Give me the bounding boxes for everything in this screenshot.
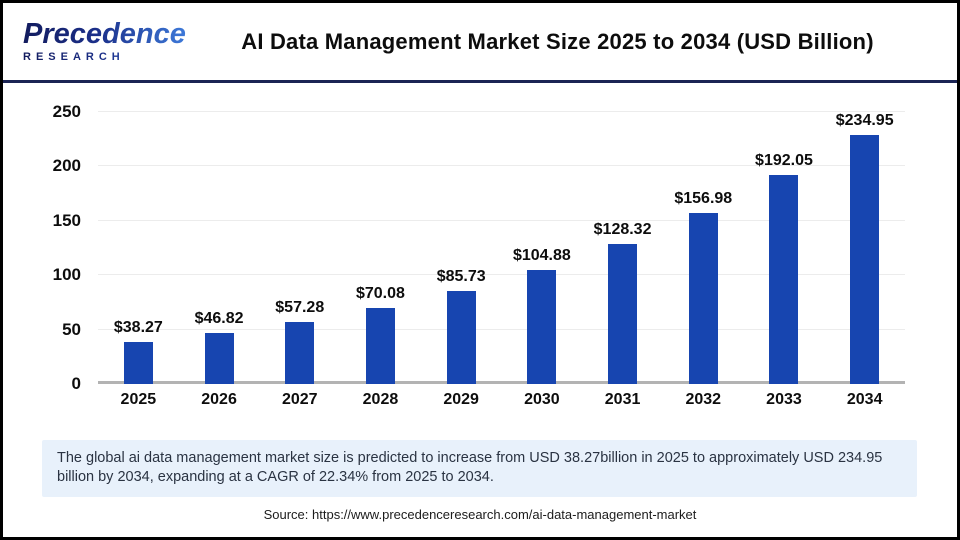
bar-slot-2031: $128.32: [582, 112, 663, 384]
plot-area: $38.27 $46.82 $57.28 $70.08 $85.73 $104.88 $12…: [53, 102, 905, 393]
bar-value-label-2026: $46.82: [194, 310, 244, 328]
chart-title: AI Data Management Market Size 2025 to 2…: [241, 28, 874, 54]
x-axis-label-2030: 2030: [524, 391, 560, 408]
x-axis-label-2031: 2031: [604, 391, 641, 408]
bar-slot-2028: $70.08: [340, 112, 421, 384]
y-axis-tick-150: 150: [52, 210, 81, 230]
x-axis-label-2028: 2028: [362, 391, 399, 408]
header: Precedence RESEARCH AI Data Management M…: [3, 3, 957, 83]
bar-value-label-2033: $192.05: [755, 152, 813, 170]
bar-2029: [446, 290, 476, 384]
x-axis-label-2025: 2025: [120, 391, 157, 408]
gridline-100: [98, 274, 905, 276]
bar-slot-2025: $38.27: [98, 112, 179, 384]
bar-2030: [527, 269, 557, 384]
x-axis-label-2027: 2027: [281, 391, 318, 408]
bar-2031: [608, 244, 638, 384]
bar-slot-2026: $46.82: [179, 112, 260, 384]
bar-value-label-2028: $70.08: [355, 284, 405, 302]
bar-value-label-2025: $38.27: [113, 319, 163, 337]
bar-2032: [688, 213, 718, 384]
x-axis-labels: 2025 2026 2027 2028 2029 2030 2031 2032 2033 2034: [98, 391, 905, 409]
bar-chart: $38.27 $46.82 $57.28 $70.08 $85.73 $104.88 $12…: [3, 83, 957, 440]
bar-2033: [769, 175, 799, 384]
bar-slot-2032: $156.98: [663, 112, 744, 384]
bar-2034: [850, 135, 880, 384]
x-axis-label-2026: 2026: [201, 391, 237, 408]
bar-slot-2033: $192.05: [744, 112, 825, 384]
x-axis-baseline: [98, 381, 905, 384]
bar-value-label-2031: $128.32: [593, 221, 652, 239]
bar-slot-2034: $234.95: [824, 112, 905, 384]
logo-wordmark: Precedence: [23, 20, 188, 49]
bar-value-label-2032: $156.98: [674, 190, 733, 208]
bar-value-label-2030: $104.88: [512, 246, 571, 264]
x-axis-label-2029: 2029: [443, 391, 479, 408]
bar-value-label-2029: $85.73: [436, 267, 486, 285]
gridline-200: [98, 165, 905, 167]
bar-value-label-2027: $57.28: [275, 298, 325, 316]
bar-2027: [285, 321, 315, 384]
bar-slot-2030: $104.88: [502, 112, 583, 384]
gridline-50: [98, 328, 905, 330]
x-axis-label-2034: 2034: [846, 391, 883, 408]
summary-note: The global ai data management market siz…: [42, 440, 917, 497]
logo-subtitle: RESEARCH: [23, 52, 188, 63]
x-axis-label-2032: 2032: [685, 391, 722, 408]
y-axis-tick-0: 0: [71, 374, 81, 393]
gridline-150: [98, 219, 905, 221]
y-axis-tick-200: 200: [52, 156, 81, 176]
x-axis-label-2033: 2033: [766, 391, 802, 408]
bar-2025: [123, 342, 153, 384]
bar-slot-2027: $57.28: [259, 112, 340, 384]
y-axis-tick-50: 50: [62, 319, 81, 339]
bar-value-label-2034: $234.95: [835, 112, 894, 129]
y-axis-tick-250: 250: [52, 102, 81, 121]
source-line: Source: https://www.precedenceresearch.c…: [263, 506, 697, 522]
bar-2026: [204, 333, 234, 384]
bar-slot-2029: $85.73: [421, 112, 502, 384]
precedence-research-logo: Precedence RESEARCH: [23, 20, 188, 63]
y-axis-tick-100: 100: [52, 265, 81, 285]
bar-2028: [365, 307, 395, 384]
gridline-250: [98, 111, 905, 112]
bars-row: $38.27 $46.82 $57.28 $70.08 $85.73 $104.88 $12…: [98, 112, 905, 384]
